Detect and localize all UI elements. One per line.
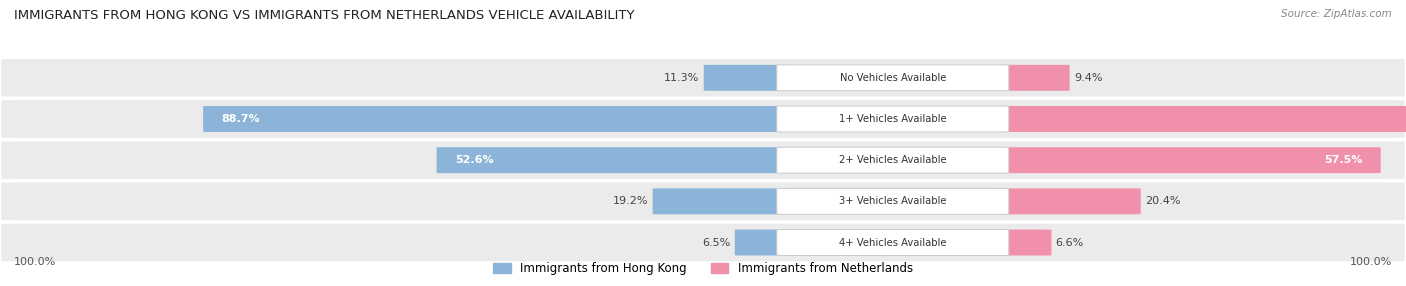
Text: 4+ Vehicles Available: 4+ Vehicles Available	[839, 238, 946, 247]
Legend: Immigrants from Hong Kong, Immigrants from Netherlands: Immigrants from Hong Kong, Immigrants fr…	[488, 258, 918, 280]
Text: 6.5%: 6.5%	[703, 238, 731, 247]
FancyBboxPatch shape	[776, 147, 1010, 173]
FancyBboxPatch shape	[704, 65, 790, 91]
FancyBboxPatch shape	[0, 181, 1406, 222]
FancyBboxPatch shape	[0, 99, 1406, 139]
Text: 20.4%: 20.4%	[1144, 196, 1181, 206]
Text: IMMIGRANTS FROM HONG KONG VS IMMIGRANTS FROM NETHERLANDS VEHICLE AVAILABILITY: IMMIGRANTS FROM HONG KONG VS IMMIGRANTS …	[14, 9, 634, 21]
Text: 11.3%: 11.3%	[664, 73, 700, 83]
FancyBboxPatch shape	[776, 106, 1010, 132]
FancyBboxPatch shape	[995, 188, 1140, 214]
FancyBboxPatch shape	[437, 147, 790, 173]
Text: 100.0%: 100.0%	[14, 257, 56, 267]
FancyBboxPatch shape	[0, 222, 1406, 263]
Text: 57.5%: 57.5%	[1324, 155, 1362, 165]
FancyBboxPatch shape	[995, 230, 1052, 255]
Text: 88.7%: 88.7%	[221, 114, 260, 124]
FancyBboxPatch shape	[735, 230, 790, 255]
Text: 100.0%: 100.0%	[1350, 257, 1392, 267]
FancyBboxPatch shape	[776, 188, 1010, 214]
Text: 19.2%: 19.2%	[613, 196, 648, 206]
Text: 3+ Vehicles Available: 3+ Vehicles Available	[839, 196, 946, 206]
FancyBboxPatch shape	[0, 57, 1406, 98]
FancyBboxPatch shape	[995, 65, 1070, 91]
Text: 2+ Vehicles Available: 2+ Vehicles Available	[839, 155, 946, 165]
FancyBboxPatch shape	[995, 147, 1381, 173]
Text: Source: ZipAtlas.com: Source: ZipAtlas.com	[1281, 9, 1392, 19]
FancyBboxPatch shape	[202, 106, 790, 132]
Text: 6.6%: 6.6%	[1056, 238, 1084, 247]
FancyBboxPatch shape	[995, 106, 1406, 132]
Text: No Vehicles Available: No Vehicles Available	[839, 73, 946, 83]
FancyBboxPatch shape	[652, 188, 790, 214]
FancyBboxPatch shape	[776, 230, 1010, 255]
FancyBboxPatch shape	[776, 65, 1010, 91]
FancyBboxPatch shape	[0, 140, 1406, 180]
Text: 52.6%: 52.6%	[456, 155, 494, 165]
Text: 9.4%: 9.4%	[1074, 73, 1102, 83]
Text: 1+ Vehicles Available: 1+ Vehicles Available	[839, 114, 946, 124]
